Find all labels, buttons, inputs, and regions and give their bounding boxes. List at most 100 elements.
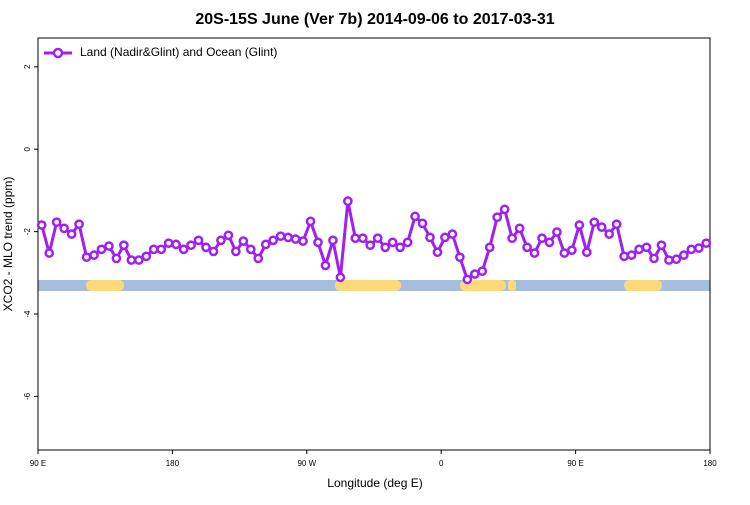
point xyxy=(507,233,517,244)
point xyxy=(380,242,391,253)
point xyxy=(641,242,652,253)
point xyxy=(36,220,47,230)
point xyxy=(574,220,585,230)
point xyxy=(148,244,159,255)
point xyxy=(275,231,286,242)
chart-title: 20S-15S June (Ver 7b) 2014-09-06 to 2017… xyxy=(195,11,554,28)
point xyxy=(581,247,592,258)
point xyxy=(410,211,420,222)
point xyxy=(417,218,428,229)
point xyxy=(619,251,629,262)
land-region xyxy=(624,280,662,291)
point xyxy=(298,236,308,246)
point xyxy=(343,196,353,207)
point xyxy=(313,237,323,248)
point xyxy=(283,232,293,243)
point xyxy=(649,253,659,264)
point xyxy=(589,217,600,228)
point xyxy=(111,253,122,264)
point xyxy=(290,234,301,244)
point xyxy=(387,237,398,248)
point xyxy=(537,233,547,244)
point xyxy=(499,204,510,215)
point xyxy=(596,222,607,232)
x-tick-label: 90 E xyxy=(30,459,46,468)
point xyxy=(395,242,405,253)
point xyxy=(455,252,465,263)
point xyxy=(133,255,144,265)
land-ocean-strip xyxy=(38,280,710,291)
point xyxy=(268,235,279,246)
point xyxy=(484,242,495,253)
point xyxy=(141,251,152,262)
point xyxy=(104,241,114,251)
point xyxy=(335,272,346,283)
land-region xyxy=(86,280,124,291)
point xyxy=(193,235,204,246)
point xyxy=(552,227,562,237)
point xyxy=(59,223,69,234)
point xyxy=(350,233,361,244)
point xyxy=(320,260,331,271)
point xyxy=(626,250,637,260)
y-tick-label: -6 xyxy=(23,392,32,400)
point xyxy=(679,250,689,260)
point xyxy=(357,233,368,244)
point xyxy=(559,248,570,258)
point xyxy=(447,229,458,239)
point xyxy=(432,247,443,258)
point xyxy=(156,244,167,255)
x-tick-label: 180 xyxy=(166,459,180,468)
point xyxy=(425,232,435,243)
point xyxy=(664,255,674,265)
point xyxy=(567,245,577,256)
point xyxy=(81,252,92,263)
point xyxy=(372,233,383,244)
x-axis-label: Longitude (deg E) xyxy=(327,476,422,490)
point xyxy=(245,244,256,255)
point xyxy=(544,237,555,248)
point xyxy=(522,242,532,253)
point xyxy=(216,235,226,246)
point xyxy=(44,248,55,258)
point xyxy=(611,219,622,230)
point xyxy=(260,239,271,250)
point xyxy=(119,240,129,251)
point xyxy=(529,248,540,258)
point xyxy=(253,253,264,264)
point xyxy=(462,274,473,285)
point xyxy=(231,246,241,257)
point xyxy=(604,229,615,239)
legend-marker xyxy=(52,47,64,59)
point xyxy=(223,230,234,241)
land-region xyxy=(460,280,506,291)
point xyxy=(656,240,667,251)
land-region xyxy=(508,280,516,291)
point xyxy=(701,238,712,249)
point xyxy=(492,212,503,223)
point xyxy=(305,216,316,227)
point xyxy=(686,244,697,255)
land-region xyxy=(335,280,401,291)
point xyxy=(208,246,219,257)
legend-label: Land (Nadir&Glint) and Ocean (Glint) xyxy=(80,45,277,59)
point xyxy=(66,229,77,239)
point xyxy=(126,255,137,265)
point xyxy=(514,223,525,234)
point xyxy=(74,219,84,230)
point xyxy=(186,240,196,251)
x-tick-label: 90 W xyxy=(297,459,316,468)
point xyxy=(163,238,174,249)
x-tick-label: 180 xyxy=(703,459,717,468)
point xyxy=(171,239,181,250)
y-tick-label: -4 xyxy=(23,310,32,318)
x-tick-label: 90 E xyxy=(567,459,583,468)
point xyxy=(328,235,338,246)
point xyxy=(201,242,211,253)
y-tick-label: -2 xyxy=(23,228,32,236)
point xyxy=(51,217,62,228)
x-tick-label: 0 xyxy=(439,459,444,468)
point xyxy=(469,269,480,279)
point xyxy=(178,244,189,255)
